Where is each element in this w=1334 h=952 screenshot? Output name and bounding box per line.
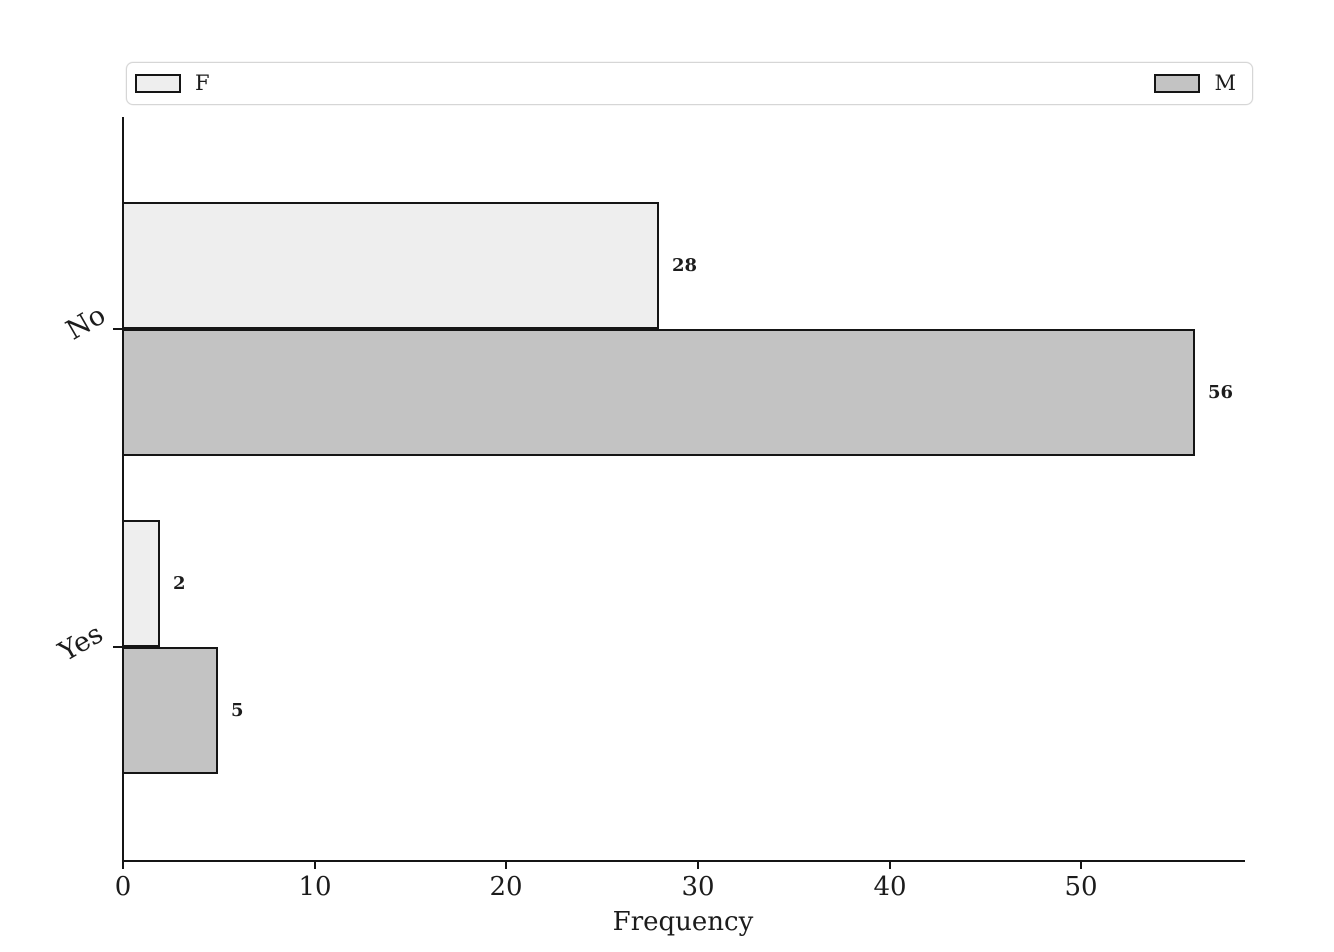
x-tick-mark-10: [314, 860, 316, 869]
bar-yes-m: [122, 647, 218, 774]
legend-item-m: M: [1154, 73, 1236, 94]
y-tick-label-yes: Yes: [53, 618, 109, 668]
x-tick-label-40: 40: [873, 872, 907, 902]
x-tick-label-30: 30: [681, 872, 715, 902]
legend-item-f: F: [135, 73, 210, 94]
x-tick-label-10: 10: [298, 872, 332, 902]
bar-no-m: [122, 329, 1195, 456]
x-tick-label-20: 20: [489, 872, 523, 902]
bar-value-label-yes-f: 2: [173, 572, 186, 594]
x-tick-mark-50: [1080, 860, 1082, 869]
bar-value-label-no-f: 28: [672, 254, 698, 276]
bar-value-label-yes-m: 5: [231, 699, 244, 721]
y-tick-mark-yes: [113, 646, 122, 648]
bar-value-label-no-m: 56: [1208, 381, 1234, 403]
x-tick-mark-30: [697, 860, 699, 869]
x-axis-title: Frequency: [612, 907, 754, 937]
legend-swatch-f-icon: [135, 74, 181, 93]
bar-no-f: [122, 202, 659, 329]
x-tick-label-50: 50: [1064, 872, 1098, 902]
x-tick-mark-40: [889, 860, 891, 869]
x-tick-mark-0: [122, 860, 124, 869]
plot-area: No 28 56 Yes 2 5 0 10 20 30 40 50: [54, 117, 1245, 901]
x-tick-label-0: 0: [114, 872, 132, 902]
legend-label-f: F: [195, 71, 210, 95]
legend: F M: [126, 62, 1253, 105]
y-tick-mark-no: [113, 328, 122, 330]
bar-yes-f: [122, 520, 160, 647]
y-tick-label-no: No: [60, 299, 112, 347]
legend-swatch-m-icon: [1154, 74, 1201, 93]
legend-label-m: M: [1214, 71, 1236, 95]
x-axis-spine: [122, 859, 1245, 862]
x-tick-mark-20: [505, 860, 507, 869]
y-axis-spine: [122, 117, 124, 860]
